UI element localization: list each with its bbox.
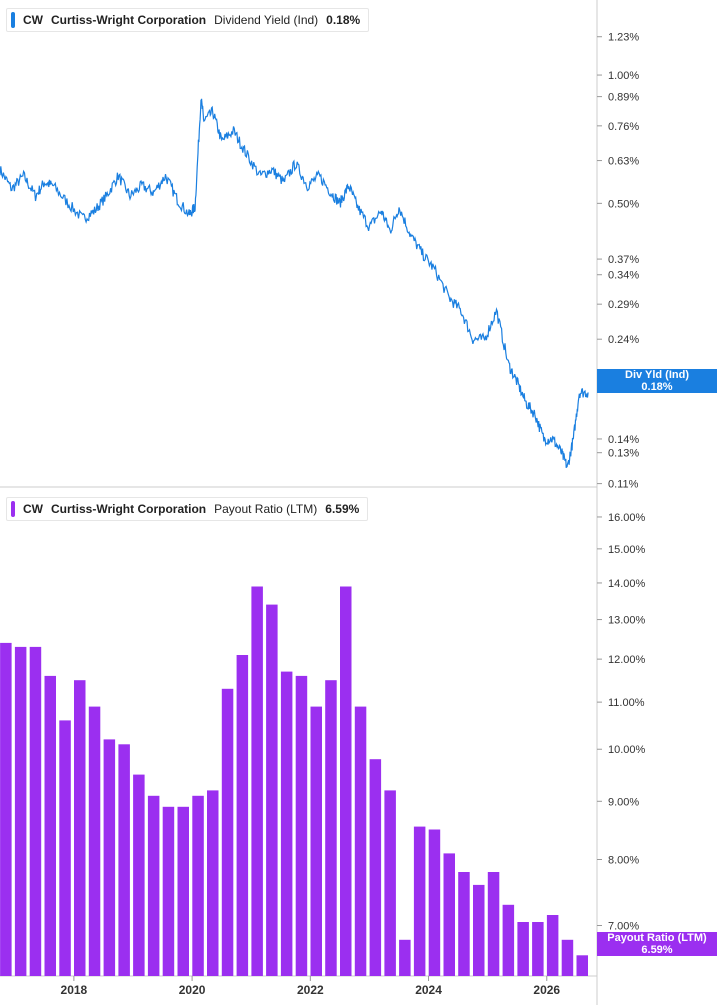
payout-bar xyxy=(369,759,382,976)
payout-bar xyxy=(280,671,293,976)
x-tick-label: 2018 xyxy=(61,983,88,997)
payout-y-tick-label: 15.00% xyxy=(608,544,646,556)
payout-bar xyxy=(162,806,175,976)
yield-legend: CW Curtiss-Wright Corporation Dividend Y… xyxy=(6,8,370,32)
payout-swatch xyxy=(11,501,15,517)
payout-bar xyxy=(236,655,249,976)
yield-legend-ticker: CW xyxy=(23,13,43,27)
payout-y-tick-label: 8.00% xyxy=(608,855,639,867)
payout-legend-company: Curtiss-Wright Corporation xyxy=(51,502,207,516)
x-tick-label: 2026 xyxy=(533,983,560,997)
payout-bar xyxy=(354,706,367,976)
yield-y-tick-label: 1.23% xyxy=(608,32,639,44)
payout-bar xyxy=(325,680,337,976)
payout-y-tick-label: 9.00% xyxy=(608,796,639,808)
yield-current-tag: Div Yld (Ind) 0.18% xyxy=(597,369,717,393)
yield-y-tick-label: 0.89% xyxy=(608,92,639,104)
payout-bar xyxy=(310,706,322,976)
payout-legend-ticker: CW xyxy=(23,502,43,516)
yield-y-tick-label: 0.14% xyxy=(608,434,639,446)
payout-legend-metric: Payout Ratio (LTM) xyxy=(214,502,318,516)
payout-bar xyxy=(147,795,160,976)
payout-bar xyxy=(340,586,352,976)
x-axis: 2018 2020 2022 2024 2026 xyxy=(61,976,560,997)
yield-y-tick-label: 0.29% xyxy=(608,299,639,311)
payout-y-tick-label: 7.00% xyxy=(608,920,639,932)
payout-y-tick-label: 10.00% xyxy=(608,744,646,756)
payout-bar xyxy=(428,829,441,976)
payout-bar xyxy=(473,884,485,976)
payout-bar xyxy=(221,688,234,976)
yield-swatch xyxy=(11,12,15,28)
payout-bar xyxy=(133,774,145,976)
yield-y-tick-label: 0.63% xyxy=(608,156,639,168)
yield-y-tick-label: 0.37% xyxy=(608,254,639,266)
yield-y-tick-label: 0.11% xyxy=(608,479,639,491)
payout-bar xyxy=(399,939,411,976)
x-tick-label: 2022 xyxy=(297,983,324,997)
payout-bar xyxy=(384,790,396,976)
payout-bar xyxy=(0,642,12,976)
payout-bar xyxy=(576,955,588,976)
payout-bar xyxy=(14,646,27,976)
payout-bar xyxy=(266,604,278,976)
yield-y-tick-label: 0.76% xyxy=(608,121,639,133)
payout-bar xyxy=(413,826,426,976)
payout-bar xyxy=(192,795,204,976)
payout-y-tick-label: 12.00% xyxy=(608,654,646,666)
payout-bar xyxy=(502,904,515,976)
yield-series-line xyxy=(0,98,589,469)
payout-tag-value: 6.59% xyxy=(641,944,673,956)
payout-bar xyxy=(88,706,101,976)
payout-bar xyxy=(251,586,263,976)
yield-y-tick-label: 0.24% xyxy=(608,334,639,346)
payout-bar xyxy=(443,853,455,976)
payout-bar xyxy=(295,675,308,976)
payout-tag-label: Payout Ratio (LTM) xyxy=(607,932,707,944)
yield-y-tick-label: 0.50% xyxy=(608,198,639,210)
payout-bar xyxy=(44,675,56,976)
yield-legend-metric: Dividend Yield (Ind) xyxy=(214,13,319,27)
payout-bar xyxy=(207,790,219,976)
payout-bar xyxy=(487,872,500,976)
payout-bars xyxy=(0,586,588,976)
yield-y-axis: 1.23% 1.00% 0.89% 0.76% 0.63% 0.50% 0.37% 0.34%… xyxy=(597,32,639,491)
payout-y-tick-label: 14.00% xyxy=(608,578,646,590)
payout-bar xyxy=(546,915,559,976)
payout-bar xyxy=(458,872,470,976)
payout-y-tick-label: 11.00% xyxy=(608,697,645,709)
payout-y-tick-label: 13.00% xyxy=(608,615,646,627)
yield-y-tick-label: 0.13% xyxy=(608,448,639,460)
x-tick-label: 2024 xyxy=(415,983,442,997)
payout-legend-value: 6.59% xyxy=(325,502,360,516)
yield-line-plot xyxy=(0,98,589,469)
payout-bar xyxy=(103,739,116,976)
yield-y-tick-label: 1.00% xyxy=(608,70,639,82)
yield-tag-label: Div Yld (Ind) xyxy=(625,369,689,381)
yield-legend-company: Curtiss-Wright Corporation xyxy=(51,13,207,27)
payout-bar xyxy=(561,939,574,976)
payout-y-axis: 16.00% 15.00% 14.00% 13.00% 12.00% 11.00% 10.0… xyxy=(597,512,646,932)
payout-bar xyxy=(59,720,71,976)
payout-y-tick-label: 16.00% xyxy=(608,512,646,524)
payout-bar xyxy=(532,922,544,976)
yield-tag-value: 0.18% xyxy=(641,381,673,393)
payout-current-tag: Payout Ratio (LTM) 6.59% xyxy=(597,932,717,956)
payout-legend: CW Curtiss-Wright Corporation Payout Rat… xyxy=(6,497,369,521)
payout-bar xyxy=(29,646,42,976)
x-tick-label: 2020 xyxy=(179,983,206,997)
payout-bar xyxy=(517,922,529,976)
payout-bar xyxy=(74,680,86,976)
payout-bar xyxy=(118,744,130,976)
yield-y-tick-label: 0.34% xyxy=(608,270,639,282)
payout-bar xyxy=(177,806,189,976)
yield-legend-value: 0.18% xyxy=(326,13,361,27)
